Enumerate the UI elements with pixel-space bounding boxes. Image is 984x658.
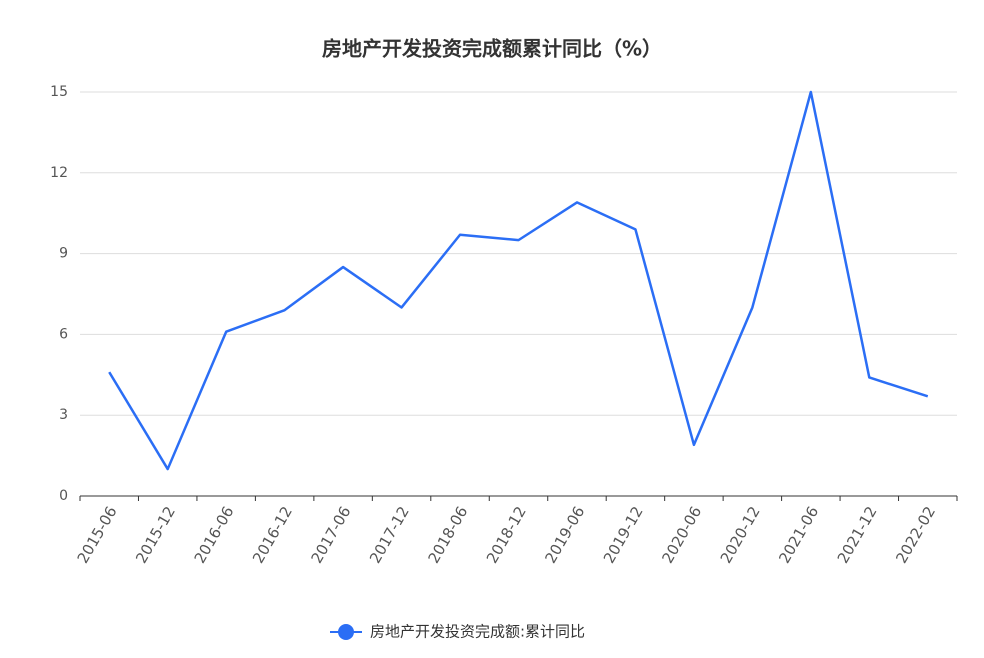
x-tick-label: 2015-06 — [74, 503, 121, 566]
legend-marker — [338, 624, 354, 640]
y-tick-label: 15 — [50, 84, 68, 100]
x-tick-label: 2019-12 — [600, 503, 647, 566]
x-tick-label: 2022-02 — [892, 503, 939, 566]
y-tick-label: 3 — [59, 407, 68, 423]
x-tick-label: 2019-06 — [541, 503, 588, 566]
x-tick-label: 2021-12 — [834, 503, 881, 566]
x-tick-label: 2020-06 — [658, 503, 705, 566]
x-tick-label: 2017-06 — [308, 503, 355, 566]
y-tick-label: 9 — [59, 246, 68, 262]
x-tick-label: 2015-12 — [132, 503, 179, 566]
x-tick-label: 2017-12 — [366, 503, 413, 566]
x-tick-label: 2018-06 — [424, 503, 471, 566]
y-tick-label: 6 — [59, 326, 68, 342]
x-tick-label: 2016-06 — [191, 503, 238, 566]
line-series — [108, 90, 929, 471]
y-tick-label: 12 — [50, 165, 68, 181]
legend-label: 房地产开发投资完成额:累计同比 — [370, 623, 585, 641]
x-tick-label: 2020-12 — [717, 503, 764, 566]
x-tick-label: 2021-06 — [775, 503, 822, 566]
y-tick-label: 0 — [59, 488, 68, 504]
chart-title: 房地产开发投资完成额累计同比（%） — [322, 37, 662, 61]
x-tick-label: 2018-12 — [483, 503, 530, 566]
x-tick-label: 2016-12 — [249, 503, 296, 566]
